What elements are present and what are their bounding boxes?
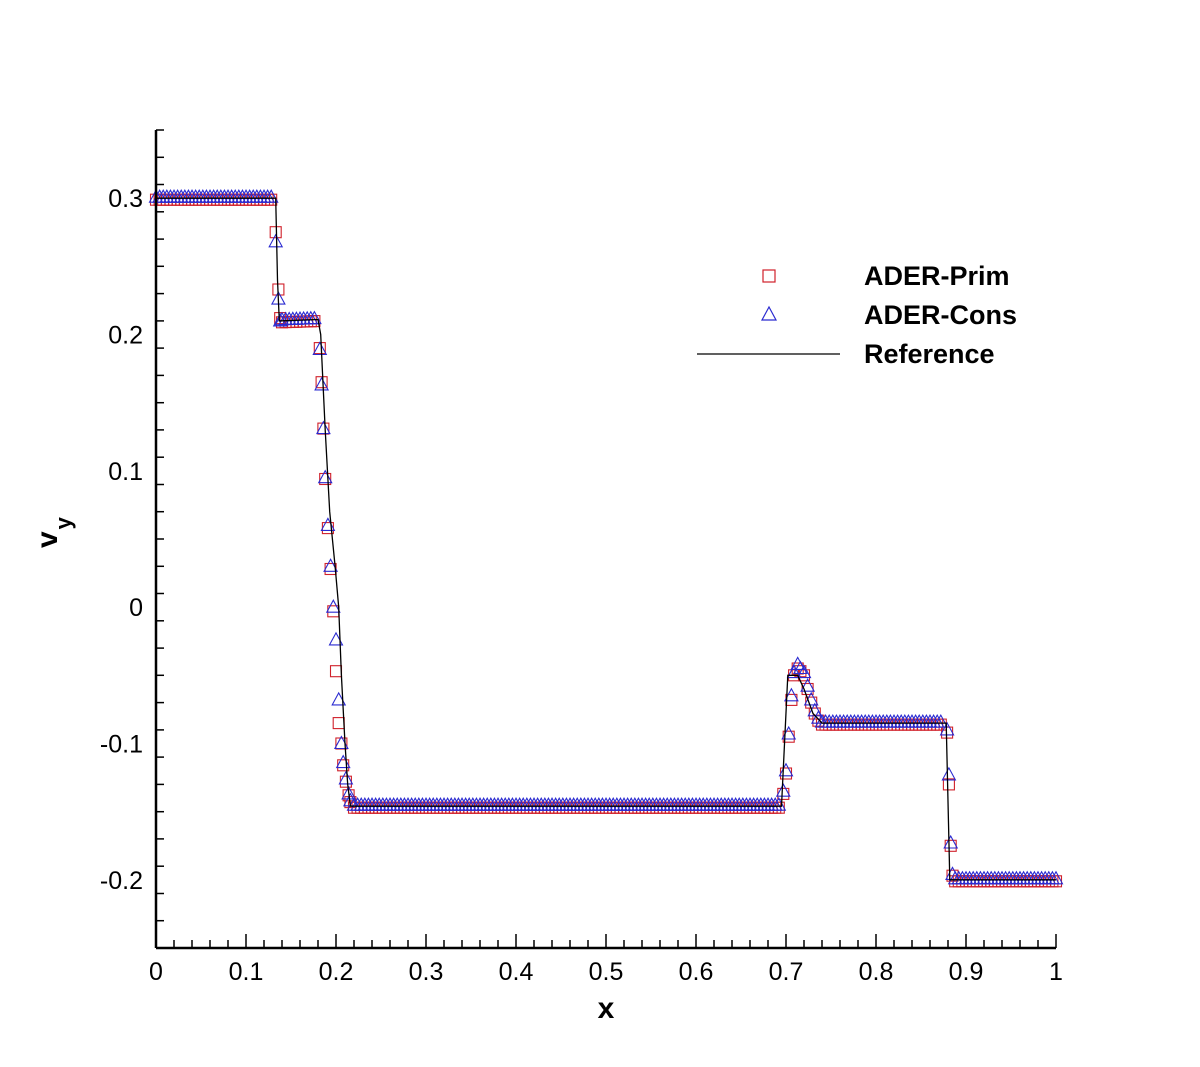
ader-prim-marker (329, 665, 343, 678)
x-tick-label: 0.2 (319, 958, 354, 986)
ader-cons-marker (338, 770, 354, 785)
ader-prim-marker (332, 717, 345, 730)
ader-prim-marker (339, 775, 352, 788)
y-tick-label: 0.1 (108, 458, 143, 486)
tick-labels: 0 0.1 0.2 0.3 0.4 0.5 0.6 0.7 0.8 0.9 1 -0.2 -0.1 0 0.… (100, 185, 1063, 986)
ader-cons-marker (778, 762, 794, 777)
ader-cons-marker (317, 469, 333, 484)
ader-cons-marker (810, 710, 826, 724)
ader-cons-marker (328, 631, 344, 646)
ader-cons-marker (272, 312, 288, 327)
ader-cons-marker (268, 233, 284, 248)
x-tick-label: 0.4 (499, 958, 534, 986)
x-tick-label: 0.8 (859, 958, 894, 986)
legend-marker-ader-cons (760, 305, 778, 321)
y-tick-label: -0.2 (100, 867, 143, 895)
x-tick-label: 0 (149, 958, 163, 986)
x-tick-label: 0.6 (679, 958, 714, 986)
x-tick-label: 0.7 (769, 958, 804, 986)
ader-prim-marker (315, 376, 328, 389)
ader-cons-marker (263, 189, 279, 203)
ader-cons-marker (314, 376, 330, 391)
ader-cons-marker (312, 341, 328, 356)
x-tick-label: 0.5 (589, 958, 624, 986)
ader-cons-marker (796, 664, 812, 679)
ader-prim-marker (946, 869, 959, 882)
ader-cons-marker (323, 558, 339, 572)
ader-prim-marker (779, 767, 793, 780)
ader-prim-marker (942, 778, 955, 791)
ader-cons-marker (325, 599, 341, 613)
ader-cons-marker (943, 834, 959, 849)
ader-cons-marker (341, 785, 357, 800)
y-axis-title-main: v (31, 531, 64, 548)
legend-label-ader-cons: ADER-Cons (864, 300, 1017, 330)
plot-markers (148, 189, 1064, 888)
legend-label-ader-prim: ADER-Prim (864, 261, 1010, 291)
ader-cons-marker (786, 664, 802, 679)
ader-prim-marker (319, 472, 332, 486)
legend-label-reference: Reference (864, 339, 995, 369)
ader-cons-marker (306, 310, 322, 325)
ader-cons-marker (335, 754, 351, 769)
ticks (155, 129, 1057, 949)
y-tick-label: -0.1 (100, 731, 143, 759)
ader-cons-marker (320, 517, 336, 531)
ader-cons-marker (315, 420, 331, 435)
ader-cons-marker (775, 783, 791, 797)
ader-prim-marker (944, 839, 957, 852)
ader-cons-marker (941, 766, 957, 781)
x-tick-label: 0.9 (949, 958, 984, 986)
ader-prim-marker (777, 787, 790, 800)
ader-cons-marker (792, 660, 808, 675)
ader-cons-marker (933, 713, 949, 728)
y-axis-title: vy (31, 516, 76, 548)
ader-prim-marker (313, 342, 326, 355)
axes (154, 130, 1056, 950)
ader-cons-marker (331, 691, 347, 706)
y-tick-label: 0 (129, 594, 143, 622)
x-tick-label: 1 (1049, 958, 1063, 986)
y-tick-label: 0.3 (108, 185, 143, 213)
ader-cons-marker (781, 725, 797, 740)
x-tick-label: 0.3 (409, 958, 444, 986)
ader-cons-marker (1048, 870, 1064, 885)
y-axis-title-subscript: y (51, 516, 76, 529)
ader-cons-marker (800, 678, 816, 692)
legend: ADER-Prim ADER-Cons Reference (697, 261, 1017, 369)
y-tick-label: 0.2 (108, 322, 143, 350)
legend-marker-ader-prim (762, 269, 776, 283)
ader-cons-marker (783, 687, 799, 702)
reference-line (156, 197, 1056, 881)
x-tick-label: 0.1 (229, 958, 264, 986)
ader-prim-marker (269, 226, 282, 239)
x-axis-title: x (598, 992, 615, 1025)
